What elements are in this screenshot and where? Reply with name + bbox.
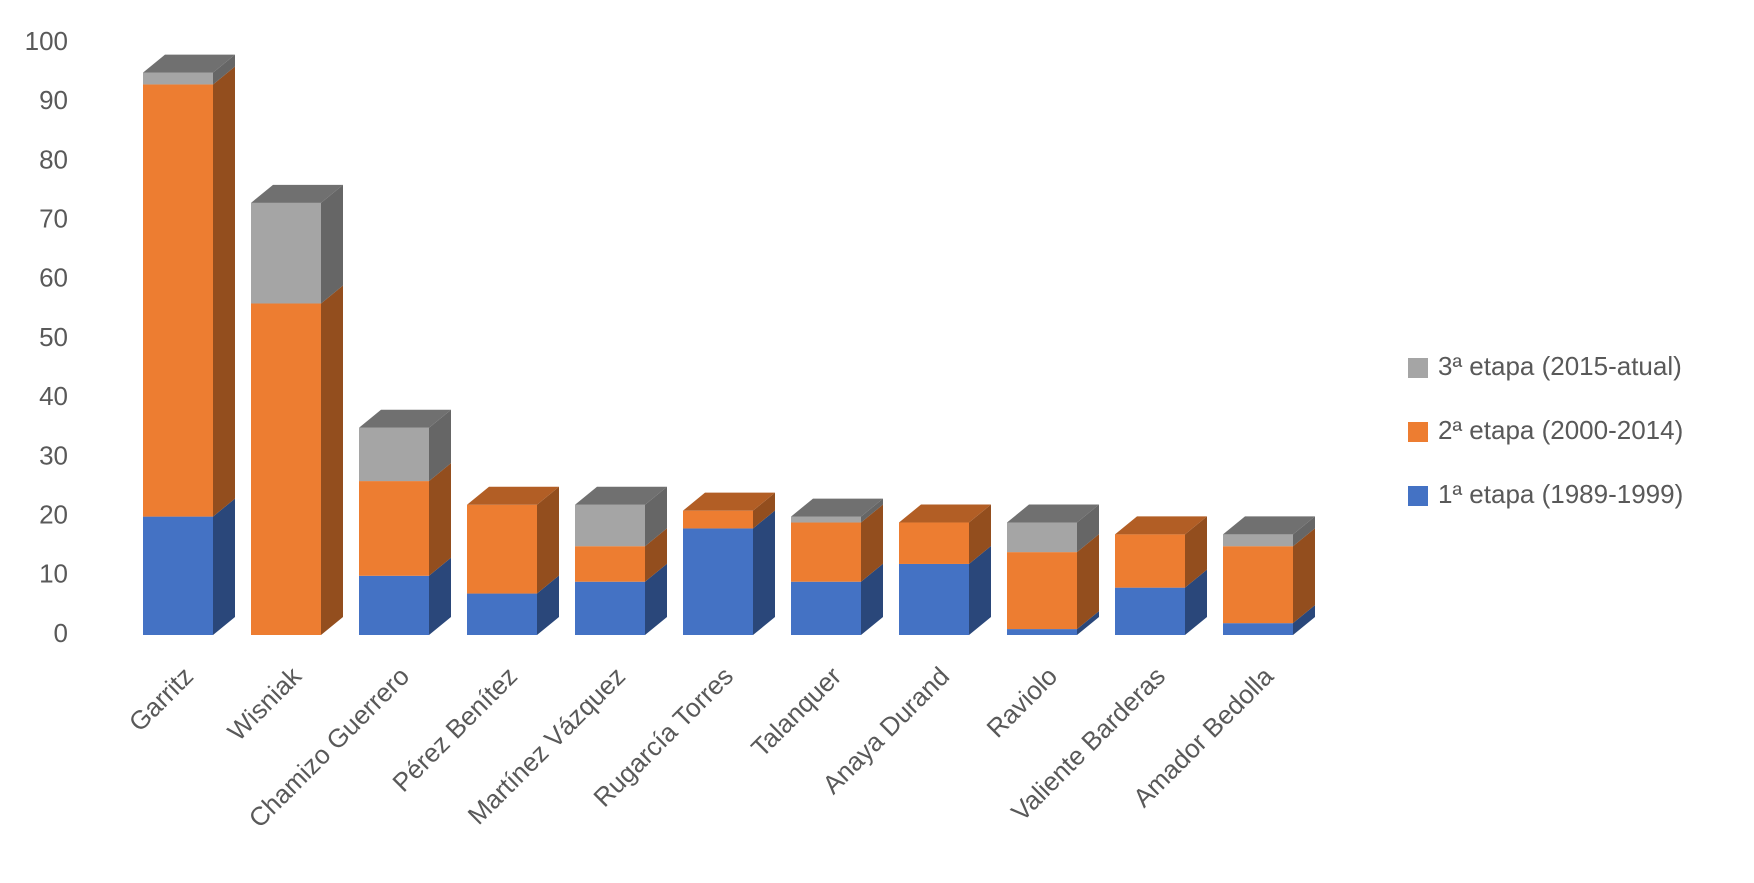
bar xyxy=(575,504,645,547)
bar-side xyxy=(321,285,343,635)
bar-side xyxy=(213,498,235,635)
bar xyxy=(575,581,645,635)
y-tick-label: 20 xyxy=(39,499,68,529)
bar xyxy=(251,303,321,635)
bar-side xyxy=(1185,569,1207,635)
legend-swatch xyxy=(1408,358,1428,378)
bar-top xyxy=(1115,516,1207,535)
bar xyxy=(575,546,645,582)
bar xyxy=(467,504,537,594)
bar-side xyxy=(861,504,883,582)
bar-top xyxy=(683,492,775,511)
y-tick-label: 0 xyxy=(54,618,68,648)
bar-side xyxy=(645,486,667,547)
bar-side xyxy=(1077,611,1099,635)
bar-side xyxy=(1293,528,1315,624)
legend: 1ª etapa (1989-1999) 2ª etapa (2000-2014)… xyxy=(1408,351,1683,509)
y-tick-label: 80 xyxy=(39,144,68,174)
y-tick-label: 90 xyxy=(39,85,68,115)
bar-side xyxy=(645,528,667,582)
y-tick-label: 10 xyxy=(39,559,68,589)
bar xyxy=(899,563,969,635)
bar-side xyxy=(213,54,235,85)
y-tick-label: 100 xyxy=(25,26,68,56)
bar xyxy=(791,516,861,523)
bar-side xyxy=(1293,516,1315,547)
bar-top xyxy=(791,498,883,517)
bar xyxy=(359,481,429,576)
bar xyxy=(1223,534,1293,547)
bar-top xyxy=(1223,516,1315,535)
bar-side xyxy=(861,498,883,523)
bar-top xyxy=(575,486,667,505)
legend-label: 3ª etapa (2015-atual) xyxy=(1438,351,1682,381)
bar-side xyxy=(645,563,667,635)
bar-side xyxy=(1293,605,1315,635)
bar-side xyxy=(969,545,991,635)
bar-top xyxy=(899,504,991,523)
bar-side xyxy=(969,504,991,564)
bar-side xyxy=(1077,534,1099,630)
y-tick-label: 30 xyxy=(39,440,68,470)
bar xyxy=(143,84,213,517)
x-tick-label: Raviolo xyxy=(981,661,1064,744)
bar-top xyxy=(251,184,343,203)
x-tick-label: Garritz xyxy=(123,661,199,737)
bar xyxy=(1115,587,1185,635)
bar-side xyxy=(1077,504,1099,553)
bar-side xyxy=(537,486,559,594)
bar xyxy=(1223,546,1293,624)
bar xyxy=(1223,623,1293,635)
bar xyxy=(1007,522,1077,553)
y-tick-label: 70 xyxy=(39,203,68,233)
bar-side xyxy=(429,409,451,482)
bar xyxy=(467,593,537,635)
y-tick-label: 50 xyxy=(39,322,68,352)
bar xyxy=(899,522,969,564)
bar-side xyxy=(1185,516,1207,588)
bar-top xyxy=(359,409,451,428)
bar xyxy=(791,581,861,635)
bar xyxy=(359,427,429,482)
bar-side xyxy=(429,463,451,576)
bar-side xyxy=(429,557,451,635)
bar-side xyxy=(861,563,883,635)
bar xyxy=(1007,552,1077,630)
bar-top xyxy=(467,486,559,505)
legend-label: 1ª etapa (1989-1999) xyxy=(1438,479,1683,509)
x-tick-label: Talanquer xyxy=(745,661,847,763)
bar-side xyxy=(753,510,775,635)
bar xyxy=(1115,534,1185,588)
bar-top xyxy=(1007,504,1099,523)
bar xyxy=(791,522,861,582)
bar xyxy=(143,72,213,85)
bar xyxy=(683,510,753,529)
legend-label: 2ª etapa (2000-2014) xyxy=(1438,415,1683,445)
y-tick-label: 40 xyxy=(39,381,68,411)
bar xyxy=(359,575,429,635)
bar xyxy=(683,528,753,635)
bar xyxy=(1007,629,1077,635)
bar xyxy=(143,516,213,635)
x-tick-label: Wisniak xyxy=(222,660,308,746)
bar-side xyxy=(753,492,775,529)
legend-swatch xyxy=(1408,486,1428,506)
y-tick-label: 60 xyxy=(39,263,68,293)
bar xyxy=(251,202,321,304)
legend-swatch xyxy=(1408,422,1428,442)
bar-side xyxy=(213,66,235,517)
bar-side xyxy=(537,575,559,635)
bar-side xyxy=(321,184,343,304)
bar-top xyxy=(143,54,235,73)
